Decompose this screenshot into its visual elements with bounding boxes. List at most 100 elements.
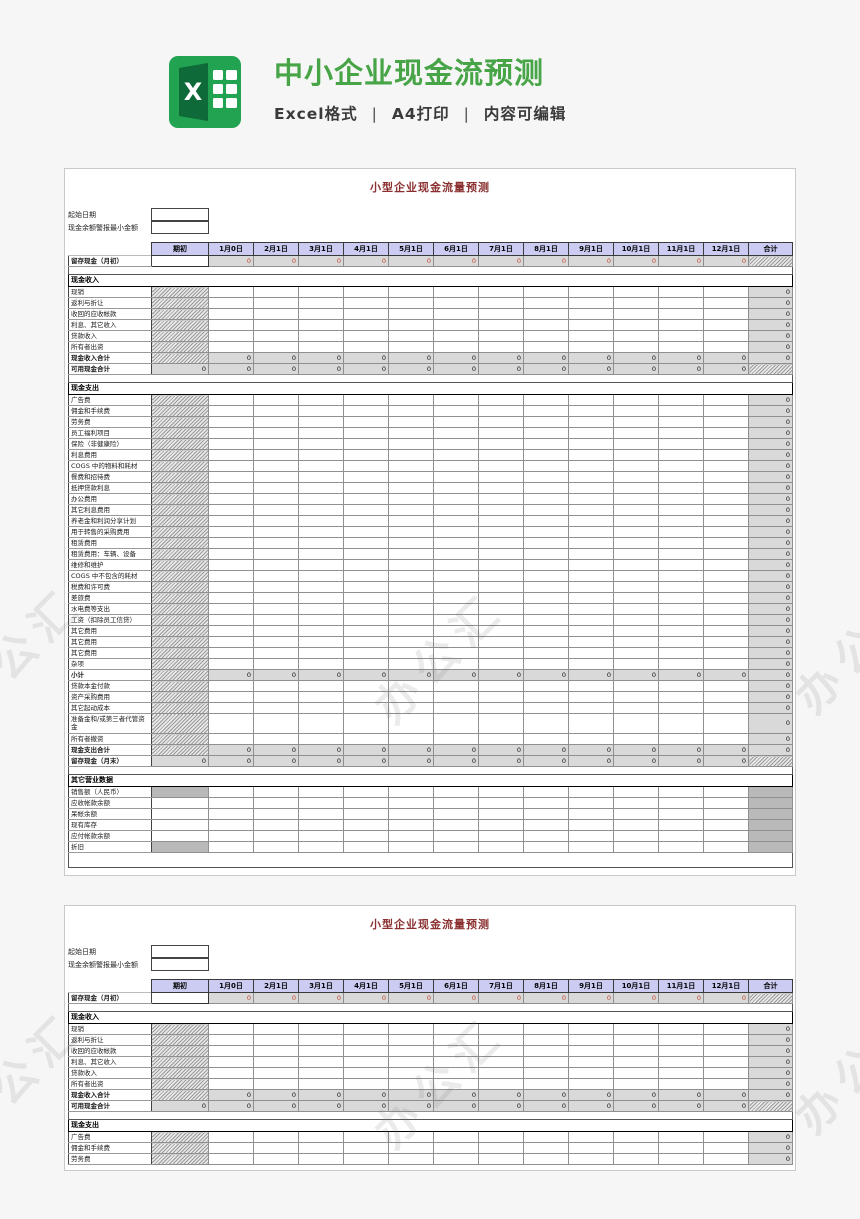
table-row: 所有者出资 0 (68, 1078, 793, 1090)
table-row: 维修和维护 0 (68, 559, 793, 571)
cell: 0 (748, 352, 793, 364)
table-row (68, 1111, 793, 1120)
cell: 0 (658, 363, 704, 375)
table-row: 税费和许可费 0 (68, 581, 793, 593)
cell (658, 297, 704, 309)
cell: 0 (433, 992, 479, 1004)
cell (568, 614, 614, 626)
cell (343, 460, 389, 472)
table-row: 利息费用 0 (68, 449, 793, 461)
cell: 0 (658, 1100, 704, 1112)
cell: 0 (433, 744, 479, 756)
cell (613, 449, 659, 461)
cell (253, 548, 299, 560)
row-label: COGS 中不包含的耗材 (68, 570, 152, 582)
cell (433, 636, 479, 648)
cell (523, 570, 569, 582)
cell (298, 1131, 344, 1143)
cell (523, 636, 569, 648)
cell (478, 308, 524, 320)
cell (151, 1067, 209, 1079)
cell: 0 (433, 255, 479, 267)
cell (151, 680, 209, 692)
cell (433, 733, 479, 745)
cell (568, 427, 614, 439)
cell (523, 786, 569, 798)
cell: 0 (748, 691, 793, 703)
table-row: COGS 中不包含的耗材 0 (68, 570, 793, 582)
cell (151, 1034, 209, 1046)
cell: 0 (748, 1056, 793, 1068)
cell (151, 308, 209, 320)
section-header: 现金支出 (68, 1119, 793, 1132)
cell (253, 786, 299, 798)
cell (478, 1023, 524, 1035)
cell (703, 405, 749, 417)
cell (298, 526, 344, 538)
cell (613, 733, 659, 745)
alert-amount-label: 现金余额警报最小金额 (68, 960, 138, 969)
row-label: 折旧 (68, 841, 152, 853)
row-label: 其它费用 (68, 625, 152, 637)
cell (433, 1067, 479, 1079)
cell (298, 658, 344, 670)
row-label: 劳务费 (68, 416, 152, 428)
cell (343, 394, 389, 406)
table-row: 所有者撤资 0 (68, 733, 793, 745)
cell (703, 1078, 749, 1090)
cell (208, 405, 254, 417)
cell (523, 1131, 569, 1143)
cell (523, 1153, 569, 1165)
cell (658, 341, 704, 353)
cell (388, 286, 434, 298)
table-row: 劳务费 0 (68, 416, 793, 428)
cell (343, 625, 389, 637)
cell (253, 658, 299, 670)
cell (523, 702, 569, 714)
cell (703, 691, 749, 703)
table-row: 收回的应收帐款 0 (68, 308, 793, 320)
cell (478, 733, 524, 745)
cell (343, 537, 389, 549)
cell (388, 460, 434, 472)
cell (151, 603, 209, 615)
page-header: X 中小企业现金流预测 Excel格式 | A4打印 | 内容可编辑 (0, 0, 860, 150)
cell: 0 (433, 1100, 479, 1112)
cell (613, 493, 659, 505)
cell (151, 581, 209, 593)
cell (388, 482, 434, 494)
cell (478, 559, 524, 571)
cell: 0 (343, 1100, 389, 1112)
cell (613, 713, 659, 734)
cell (658, 603, 704, 615)
section-header: 现金收入 (68, 274, 793, 287)
cell (658, 493, 704, 505)
cell (748, 363, 793, 375)
cell (298, 1067, 344, 1079)
cell (478, 286, 524, 298)
cell (703, 830, 749, 842)
cell (343, 797, 389, 809)
cell: 0 (748, 647, 793, 659)
cell (388, 504, 434, 516)
row-label: COGS 中的物料和耗材 (68, 460, 152, 472)
cell (298, 449, 344, 461)
alert-amount-label: 现金余额警报最小金额 (68, 223, 138, 232)
cell (208, 702, 254, 714)
cell (478, 438, 524, 450)
cell (658, 581, 704, 593)
cell (151, 548, 209, 560)
row-label: 资产采购费用 (68, 691, 152, 703)
column-header: 9月1日 (568, 242, 614, 256)
cell (151, 1089, 209, 1101)
cell (433, 614, 479, 626)
cell (658, 680, 704, 692)
cell (703, 297, 749, 309)
cell: 0 (748, 537, 793, 549)
cell (568, 658, 614, 670)
cell: 0 (748, 680, 793, 692)
cell: 0 (253, 755, 299, 767)
cell (253, 504, 299, 516)
cell: 0 (613, 1089, 659, 1101)
header-blank-cell (69, 243, 152, 256)
